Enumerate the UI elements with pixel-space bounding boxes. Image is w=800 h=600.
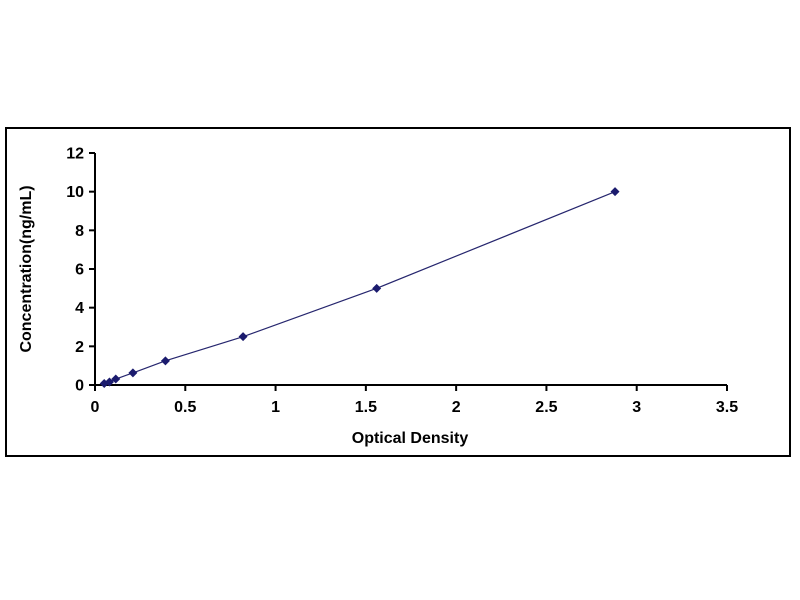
data-point-diamond [372, 283, 382, 293]
standard-curve-chart: 0 0.5 1 1.5 2 2.5 3 3.5 0 2 4 6 8 10 12 Optical Densit… [18, 146, 738, 448]
chart-frame: 0 0.5 1 1.5 2 2.5 3 3.5 0 2 4 6 8 10 12 Optical Densit… [5, 127, 791, 457]
data-point-diamond [160, 356, 170, 366]
y-tick-label: 12 [66, 146, 84, 163]
x-tick-label: 2.5 [535, 399, 557, 416]
data-point-diamond [610, 187, 620, 197]
y-tick-label: 6 [75, 262, 84, 279]
y-tick-label: 4 [75, 300, 84, 317]
x-tick-label: 0.5 [174, 399, 196, 416]
data-point-diamond [104, 377, 114, 387]
series-line [104, 191, 616, 385]
plot-area: 0 0.5 1 1.5 2 2.5 3 3.5 0 2 4 6 8 10 12 [66, 146, 738, 417]
x-tick-label: 1 [271, 399, 280, 416]
y-tick-label: 0 [75, 378, 84, 395]
data-point-diamond [238, 332, 248, 342]
y-tick-label: 2 [75, 339, 84, 356]
x-tick-label: 3.5 [716, 399, 738, 416]
x-tick-label: 3 [632, 399, 641, 416]
data-point-diamond [128, 368, 138, 378]
x-tick-label: 1.5 [355, 399, 377, 416]
y-axis-title: Concentration(ng/mL) [18, 185, 35, 352]
x-axis-title: Optical Density [352, 430, 469, 447]
y-tick-label: 8 [75, 223, 84, 240]
y-tick-label: 10 [66, 184, 84, 201]
x-tick-label: 2 [452, 399, 461, 416]
x-tick-label: 0 [91, 399, 100, 416]
data-point-diamond [111, 374, 121, 384]
